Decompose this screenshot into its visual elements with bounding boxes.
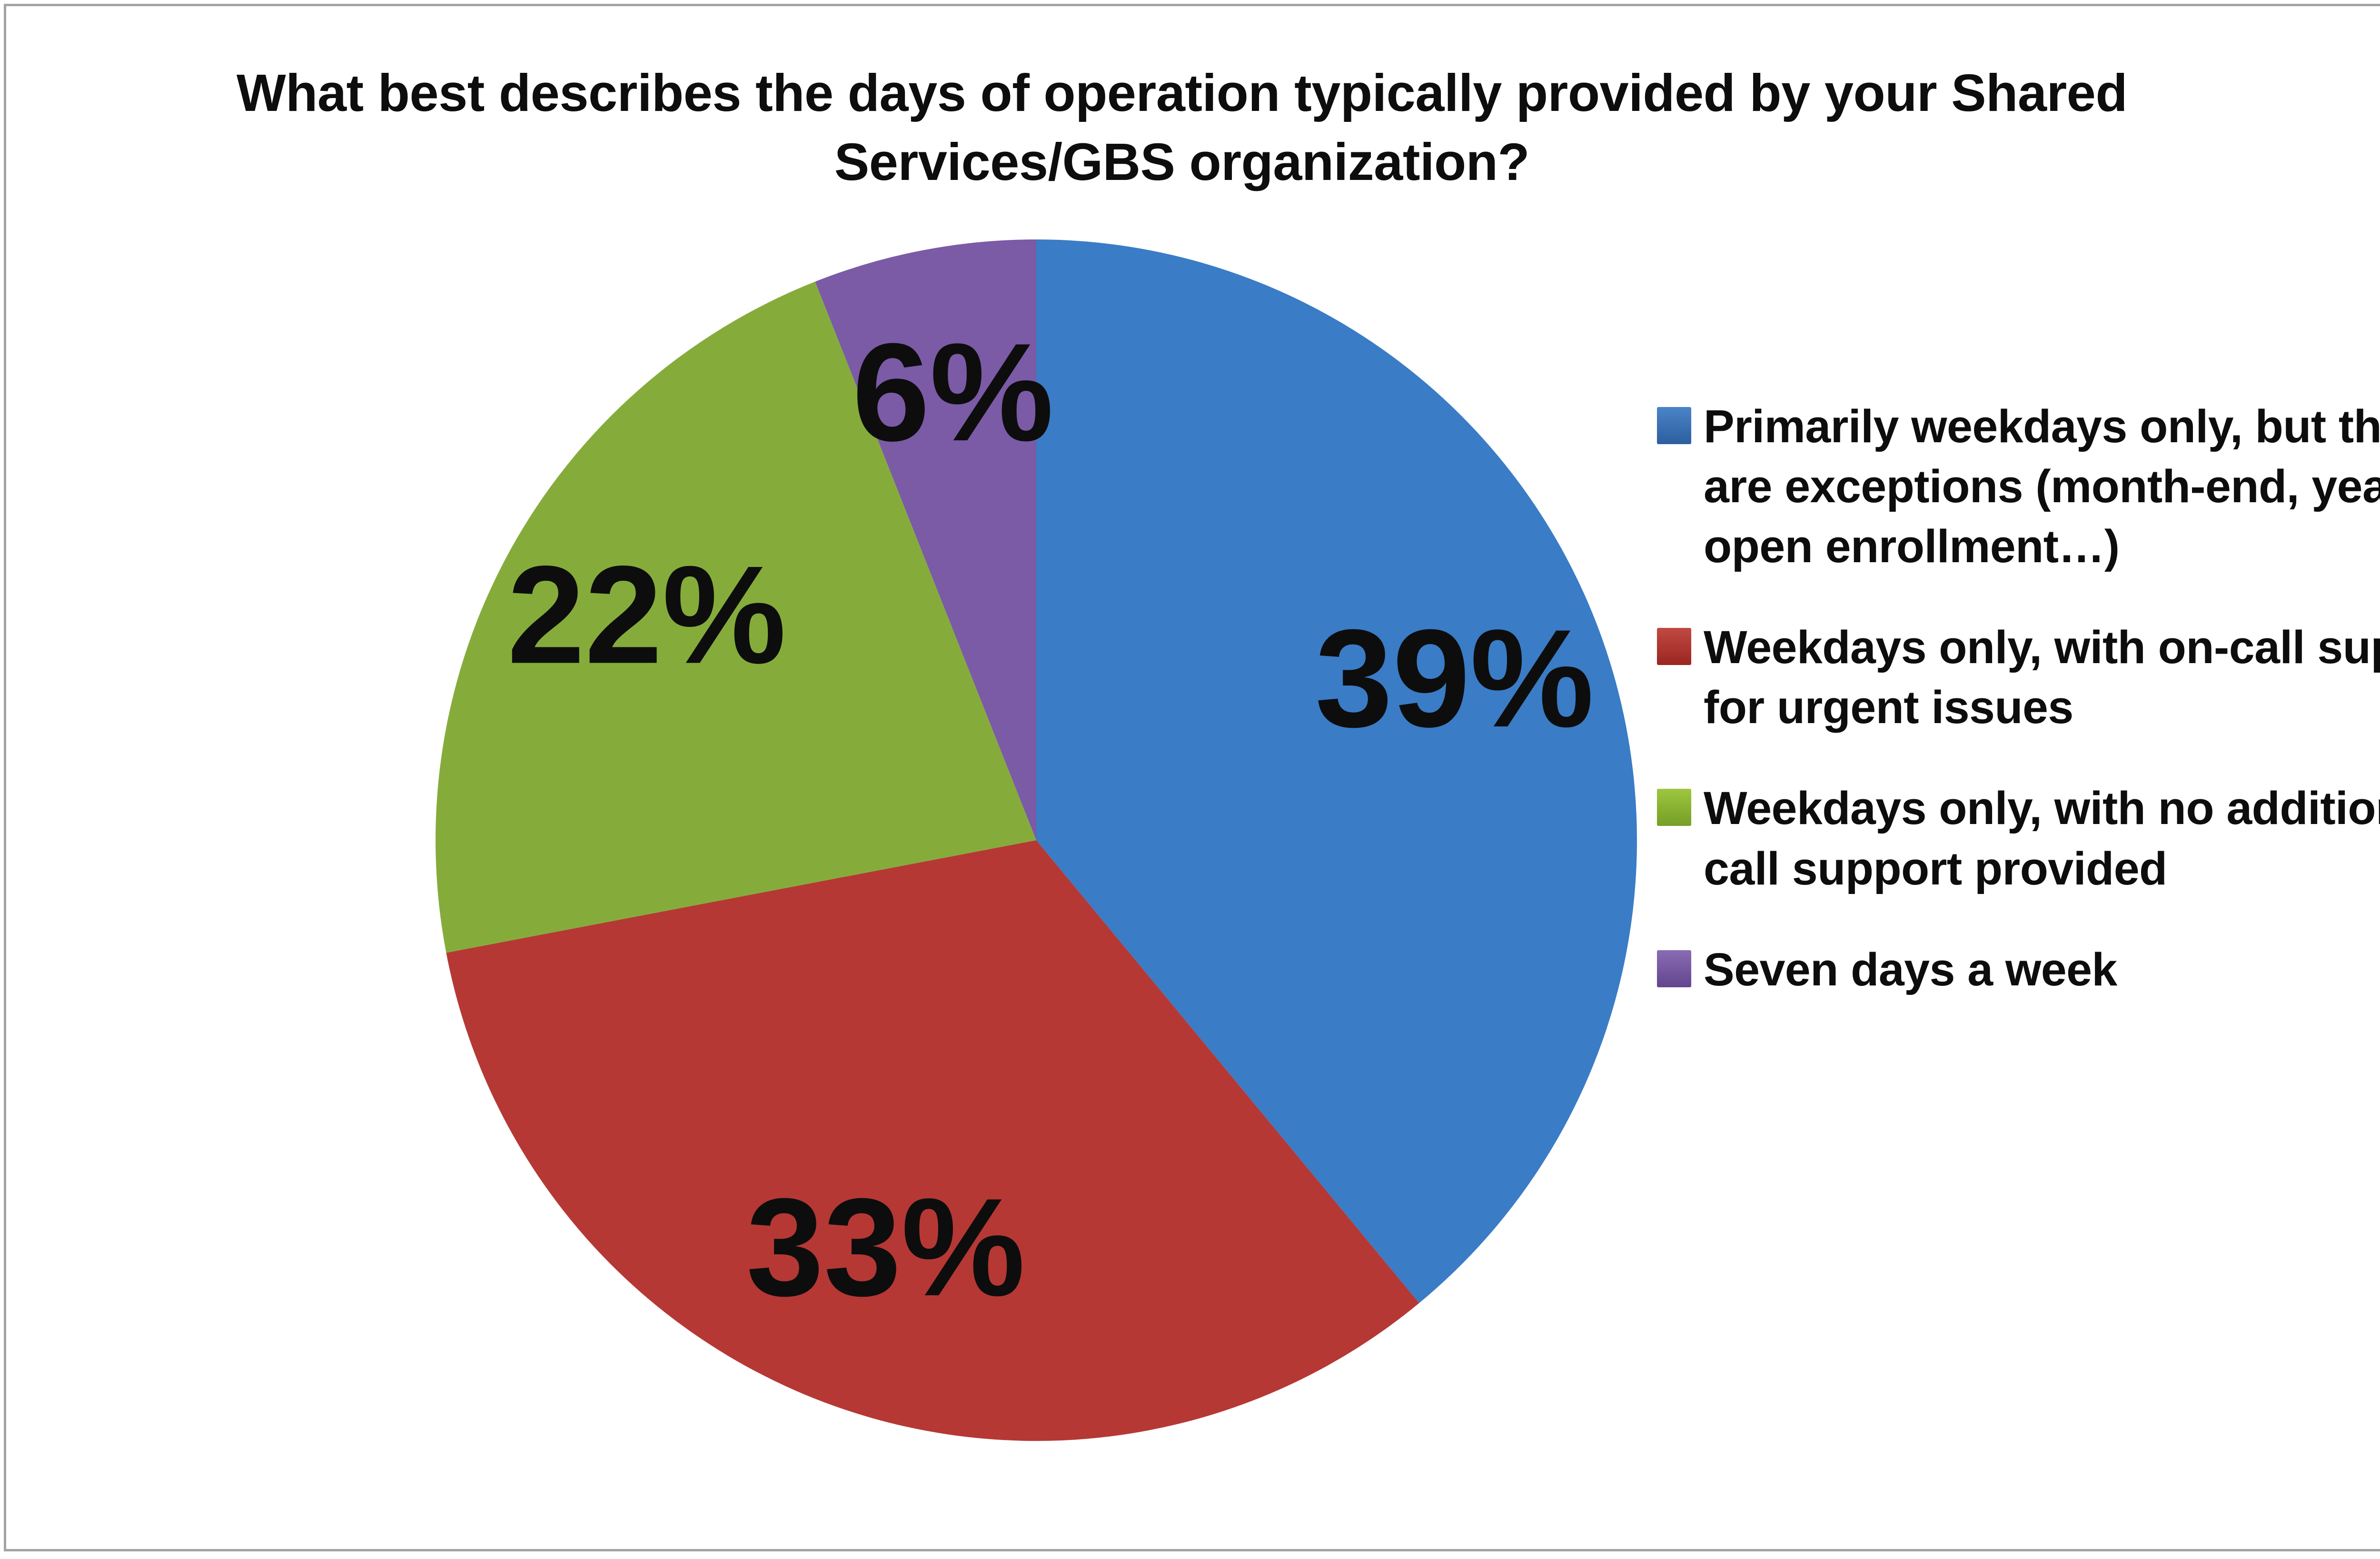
chart-title: What best describes the days of operatio… <box>206 59 2158 197</box>
pie-slice-value-label: 22% <box>507 537 786 693</box>
legend-swatch-blue-icon <box>1657 407 1691 444</box>
pie-label-group: 39% 33% 22% 6% <box>507 315 1594 1325</box>
chart-legend: Primarily weekdays only, but there are e… <box>1657 397 2380 1041</box>
legend-swatch-green-icon <box>1657 789 1691 826</box>
legend-swatch-red-icon <box>1657 628 1691 665</box>
legend-item-weekdays-on-call[interactable]: Weekdays only, with on-call support for … <box>1657 617 2380 737</box>
pie-slice-value-label: 39% <box>1315 601 1594 756</box>
chart-title-line-1: What best describes the days of operatio… <box>236 64 2128 122</box>
legend-item-seven-days[interactable]: Seven days a week <box>1657 940 2380 1000</box>
legend-swatch-purple-icon <box>1657 950 1691 987</box>
pie-slice[interactable] <box>436 281 1036 953</box>
legend-label-primarily-weekdays-exceptions: Primarily weekdays only, but there are e… <box>1704 400 2380 573</box>
pie-slice[interactable] <box>446 840 1419 1441</box>
legend-item-primarily-weekdays-exceptions[interactable]: Primarily weekdays only, but there are e… <box>1657 397 2380 576</box>
pie-slice-value-label: 6% <box>852 315 1053 470</box>
pie-slice[interactable] <box>1036 239 1637 1303</box>
legend-label-seven-days: Seven days a week <box>1704 943 2117 995</box>
legend-item-weekdays-no-on-call[interactable]: Weekdays only, with no additional on-cal… <box>1657 778 2380 898</box>
pie-slice-value-label: 33% <box>746 1170 1025 1325</box>
legend-label-weekdays-no-on-call: Weekdays only, with no additional on-cal… <box>1704 782 2380 894</box>
chart-frame: What best describes the days of operatio… <box>4 4 2380 1551</box>
pie-slice[interactable] <box>815 239 1036 840</box>
chart-title-line-2: Services/GBS organization? <box>834 133 1530 192</box>
pie-slice-group <box>436 239 1637 1441</box>
legend-label-weekdays-on-call: Weekdays only, with on-call support for … <box>1704 621 2380 734</box>
pie-chart: 39% 33% 22% 6% <box>436 239 1637 1441</box>
